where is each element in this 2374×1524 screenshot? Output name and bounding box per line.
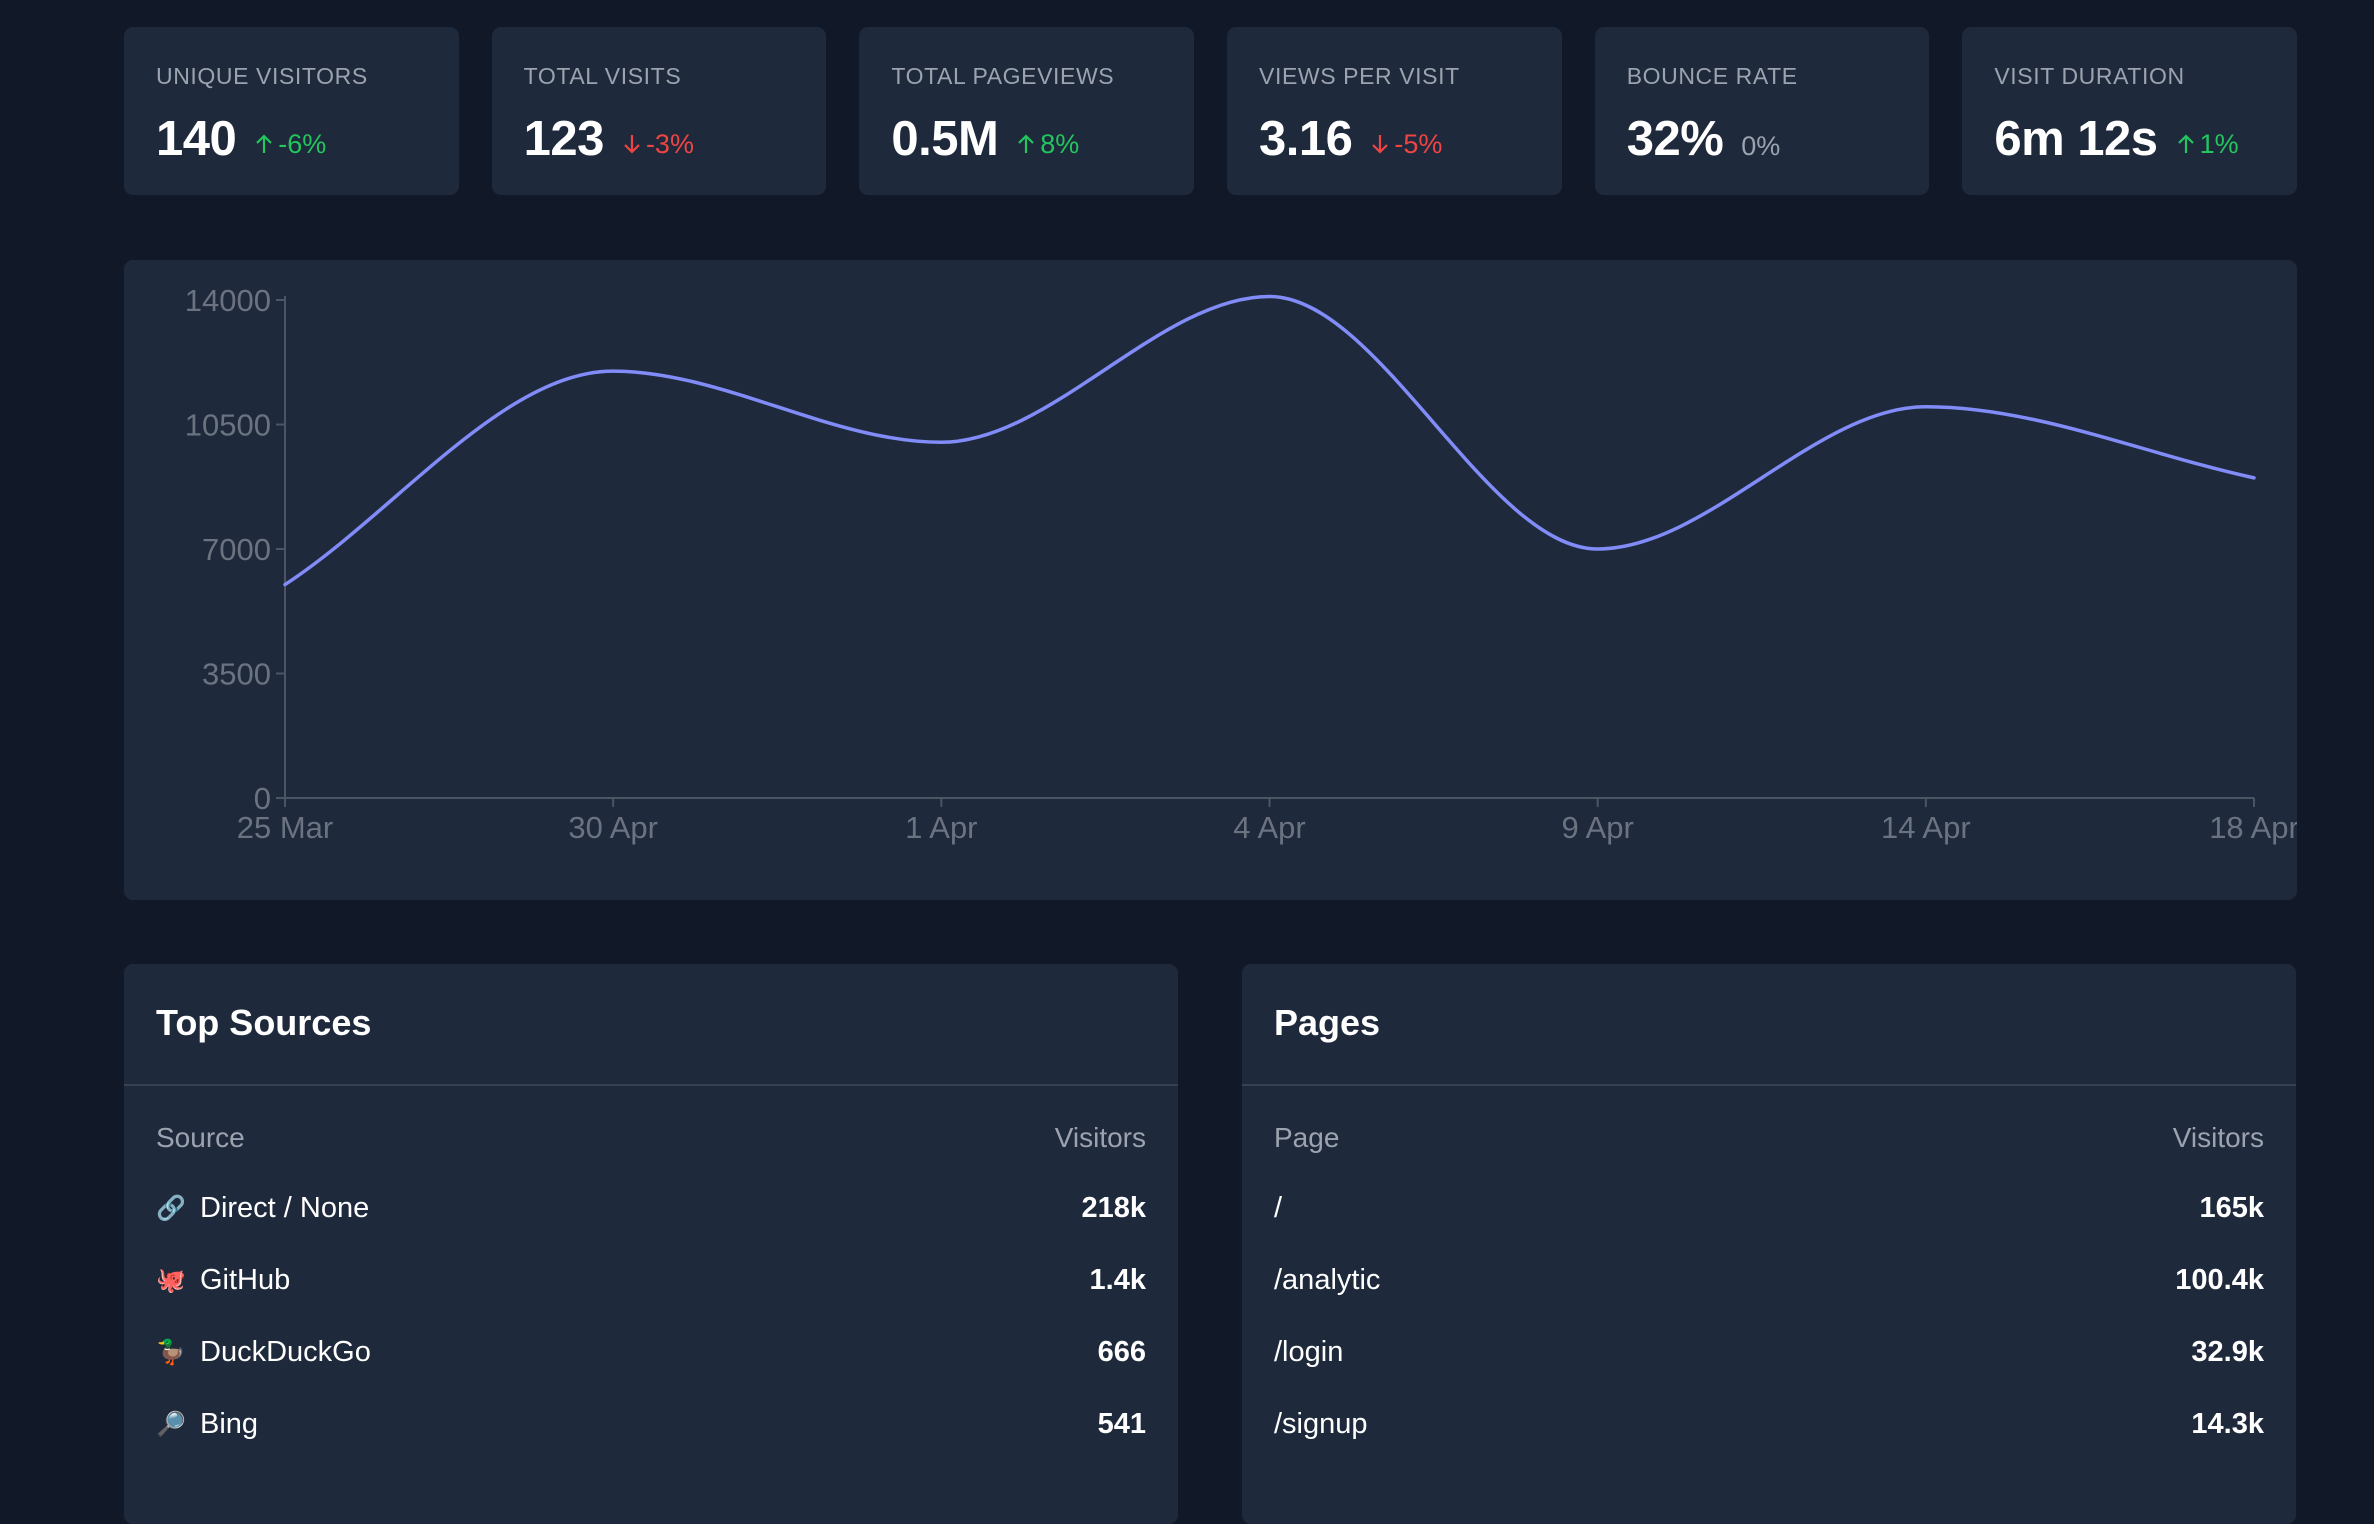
page-path: /login [1274, 1335, 1344, 1368]
visitors-chart-card: 0 3500 7000 10500 14000 25 Mar 30 Apr 1 Apr 4 Ap… [124, 260, 2297, 900]
list-item[interactable]: /analytic 100.4k [1242, 1244, 2296, 1316]
stat-label: TOTAL VISITS [523, 63, 682, 89]
top-sources-panel: Top Sources Source Visitors 🔗 Direct / No… [124, 964, 1178, 1524]
stat-change-value: -6% [278, 128, 327, 159]
source-label: Bing [200, 1407, 259, 1440]
panel-title: Top Sources [156, 1002, 372, 1043]
stat-value: 3.16 [1259, 112, 1353, 166]
stat-label: UNIQUE VISITORS [156, 63, 368, 89]
link-icon: 🔗 [156, 1194, 186, 1222]
stat-label: VIEWS PER VISIT [1259, 63, 1460, 89]
stat-card-views-per-visit[interactable]: VIEWS PER VISIT 3.16 -5% [1227, 27, 1562, 195]
stat-change-value: 0% [1741, 131, 1781, 161]
stat-change: -3% [622, 129, 694, 160]
list-item[interactable]: / 165k [1242, 1172, 2296, 1244]
list-item[interactable]: 🔎 Bing 541 [124, 1388, 1178, 1460]
visitor-count: 100.4k [2175, 1263, 2264, 1296]
visitor-count: 666 [1097, 1335, 1146, 1368]
column-header-visitors: Visitors [2172, 1122, 2264, 1153]
x-tick-label: 4 Apr [1233, 810, 1305, 845]
magnifier-icon: 🔎 [156, 1410, 186, 1438]
stat-value: 0.5M [891, 112, 999, 166]
arrow-down-icon [624, 135, 640, 154]
column-header-source: Source [156, 1122, 245, 1153]
x-tick-label: 18 Apr [2209, 810, 2297, 845]
stat-change-value: -3% [645, 128, 694, 159]
pages-panel: Pages Page Visitors / 165k /analytic 100… [1242, 964, 2296, 1524]
list-item[interactable]: /signup 14.3k [1242, 1388, 2296, 1460]
source-label: DuckDuckGo [200, 1335, 371, 1368]
stat-value: 123 [523, 112, 605, 166]
stat-change-value: -5% [1394, 128, 1443, 159]
stat-card-total-pageviews[interactable]: TOTAL PAGEVIEWS 0.5M 8% [859, 27, 1195, 195]
stat-card-bounce-rate[interactable]: BOUNCE RATE 32% 0% [1594, 27, 1930, 195]
visitor-count: 32.9k [2191, 1335, 2264, 1368]
x-tick-label: 14 Apr [1881, 810, 1971, 845]
visitor-count: 218k [1081, 1191, 1146, 1224]
arrow-down-icon [1372, 135, 1389, 154]
x-tick-label: 9 Apr [1561, 810, 1633, 845]
list-item[interactable]: 🦆 DuckDuckGo 666 [124, 1316, 1178, 1388]
stat-change: -6% [254, 129, 326, 160]
table-header: Source Visitors [124, 1122, 1178, 1154]
stat-change: -5% [1370, 129, 1442, 160]
page-path: /signup [1274, 1407, 1368, 1440]
x-tick-label: 1 Apr [905, 810, 977, 845]
list-item[interactable]: /login 32.9k [1242, 1316, 2296, 1388]
visitor-count: 14.3k [2191, 1407, 2264, 1440]
y-tick-label: 0 [254, 781, 271, 816]
arrow-up-icon [1018, 134, 1035, 153]
visitor-count: 541 [1097, 1407, 1146, 1440]
stat-value: 6m 12s [1994, 112, 2158, 166]
source-label: GitHub [200, 1263, 291, 1296]
stat-change-value: 8% [1040, 128, 1080, 159]
stats-row: UNIQUE VISITORS 140 -6% TOTAL VISITS 123… [124, 27, 2298, 195]
stat-change-value: 1% [2199, 128, 2239, 159]
stat-card-unique-visitors[interactable]: UNIQUE VISITORS 140 -6% [124, 27, 459, 195]
stat-label: VISIT DURATION [1994, 63, 2185, 89]
x-tick-label: 25 Mar [237, 810, 333, 845]
arrow-up-icon [2177, 134, 2194, 153]
page-path: /analytic [1274, 1263, 1381, 1296]
page-path: / [1274, 1191, 1283, 1224]
stat-change: 8% [1016, 129, 1079, 160]
series-line [283, 294, 2256, 587]
y-tick-label: 14000 [185, 283, 271, 318]
visitors-line-chart[interactable]: 0 3500 7000 10500 14000 25 Mar 30 Apr 1 Apr 4 Ap… [124, 260, 2297, 900]
y-tick-label: 3500 [202, 657, 271, 692]
divider [124, 1084, 1178, 1086]
y-tick-label: 10500 [185, 408, 271, 443]
source-label: Direct / None [200, 1191, 370, 1224]
list-item[interactable]: 🐙 GitHub 1.4k [124, 1244, 1178, 1316]
stat-change: 0% [1741, 131, 1780, 162]
stat-card-visit-duration[interactable]: VISIT DURATION 6m 12s 1% [1962, 27, 2298, 195]
visitor-count: 1.4k [1089, 1263, 1146, 1296]
list-item[interactable]: 🔗 Direct / None 218k [124, 1172, 1178, 1244]
x-tick-label: 30 Apr [568, 810, 658, 845]
table-header: Page Visitors [1242, 1122, 2296, 1154]
duck-icon: 🦆 [156, 1338, 186, 1366]
y-tick-label: 7000 [202, 532, 271, 567]
github-icon: 🐙 [156, 1266, 186, 1294]
stat-change: 1% [2176, 129, 2239, 160]
stat-label: TOTAL PAGEVIEWS [891, 63, 1115, 89]
column-header-visitors: Visitors [1054, 1122, 1146, 1153]
stat-value: 32% [1626, 112, 1724, 166]
stat-card-total-visits[interactable]: TOTAL VISITS 123 -3% [491, 27, 827, 195]
divider [1242, 1084, 2296, 1086]
stat-label: BOUNCE RATE [1626, 63, 1798, 89]
visitor-count: 165k [2199, 1191, 2264, 1224]
stat-value: 140 [156, 112, 237, 166]
column-header-page: Page [1274, 1122, 1340, 1153]
panel-title: Pages [1274, 1002, 1381, 1043]
arrow-up-icon [256, 134, 273, 153]
